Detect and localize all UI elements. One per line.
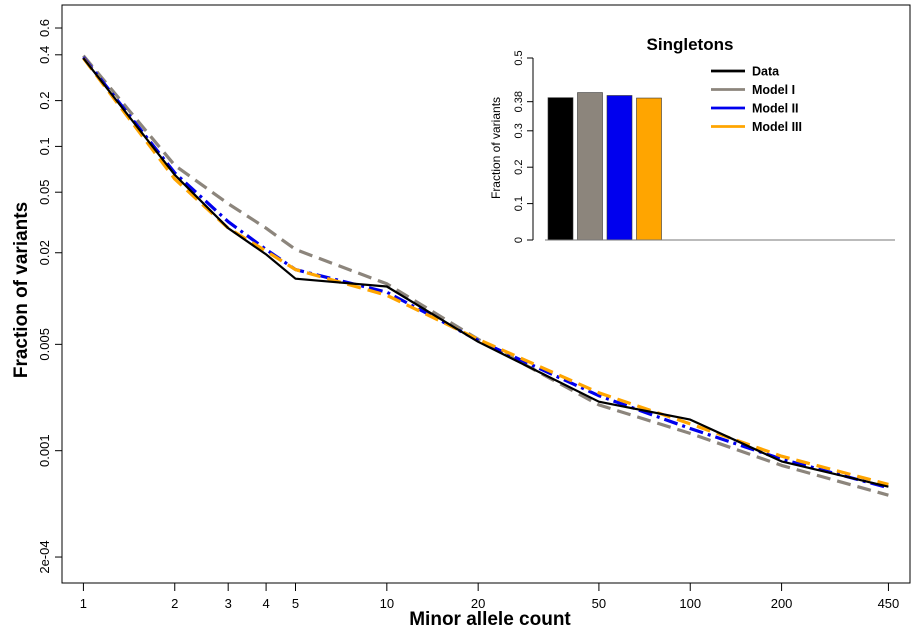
y-tick-label: 0.6 bbox=[37, 19, 52, 37]
y-tick-label: 0.2 bbox=[37, 92, 52, 110]
legend-label: Model II bbox=[752, 102, 799, 116]
legend-label: Model III bbox=[752, 120, 802, 134]
inset-y-tick-label: 0 bbox=[513, 237, 525, 243]
x-tick-label: 50 bbox=[592, 596, 606, 611]
x-tick-label: 10 bbox=[380, 596, 394, 611]
inset-bar-data bbox=[548, 98, 573, 240]
x-tick-label: 450 bbox=[878, 596, 900, 611]
inset-y-tick-label: 0.1 bbox=[513, 196, 525, 211]
main-y-axis: 0.6 0.4 0.2 0.1 0.05 0.02 0.005 0.001 2e-04 bbox=[37, 19, 62, 574]
x-tick-label: 3 bbox=[225, 596, 232, 611]
inset-y-tick-label: 0.38 bbox=[513, 91, 525, 112]
x-tick-label: 200 bbox=[771, 596, 793, 611]
inset-y-tick-label: 0.5 bbox=[513, 50, 525, 65]
inset-y-axis-label: Fraction of variants bbox=[489, 97, 503, 199]
main-x-axis: 1 2 3 4 5 10 20 50 100 200 450 bbox=[80, 583, 899, 611]
y-tick-label: 0.005 bbox=[37, 328, 52, 361]
inset-title: Singletons bbox=[647, 35, 734, 54]
y-tick-label: 0.02 bbox=[37, 240, 52, 265]
legend-label: Data bbox=[752, 65, 780, 79]
y-tick-label: 0.001 bbox=[37, 434, 52, 467]
y-tick-label: 0.05 bbox=[37, 180, 52, 205]
inset-background bbox=[480, 28, 900, 250]
y-tick-label: 0.1 bbox=[37, 137, 52, 155]
y-tick-label: 0.4 bbox=[37, 46, 52, 64]
main-y-axis-label: Fraction of variants bbox=[11, 202, 32, 378]
y-tick-label: 2e-04 bbox=[37, 540, 52, 573]
x-tick-label: 5 bbox=[292, 596, 299, 611]
inset-y-tick-label: 0.2 bbox=[513, 160, 525, 175]
x-tick-label: 4 bbox=[262, 596, 269, 611]
main-x-axis-label: Minor allele count bbox=[409, 609, 571, 629]
x-tick-label: 100 bbox=[679, 596, 701, 611]
inset-bar-model-i bbox=[578, 93, 603, 240]
legend-label: Model I bbox=[752, 83, 795, 97]
x-tick-label: 1 bbox=[80, 596, 87, 611]
inset-bar-model-iii bbox=[637, 98, 662, 240]
inset-y-tick-label: 0.3 bbox=[513, 123, 525, 138]
inset-bar-model-ii bbox=[607, 95, 632, 240]
x-tick-label: 2 bbox=[171, 596, 178, 611]
